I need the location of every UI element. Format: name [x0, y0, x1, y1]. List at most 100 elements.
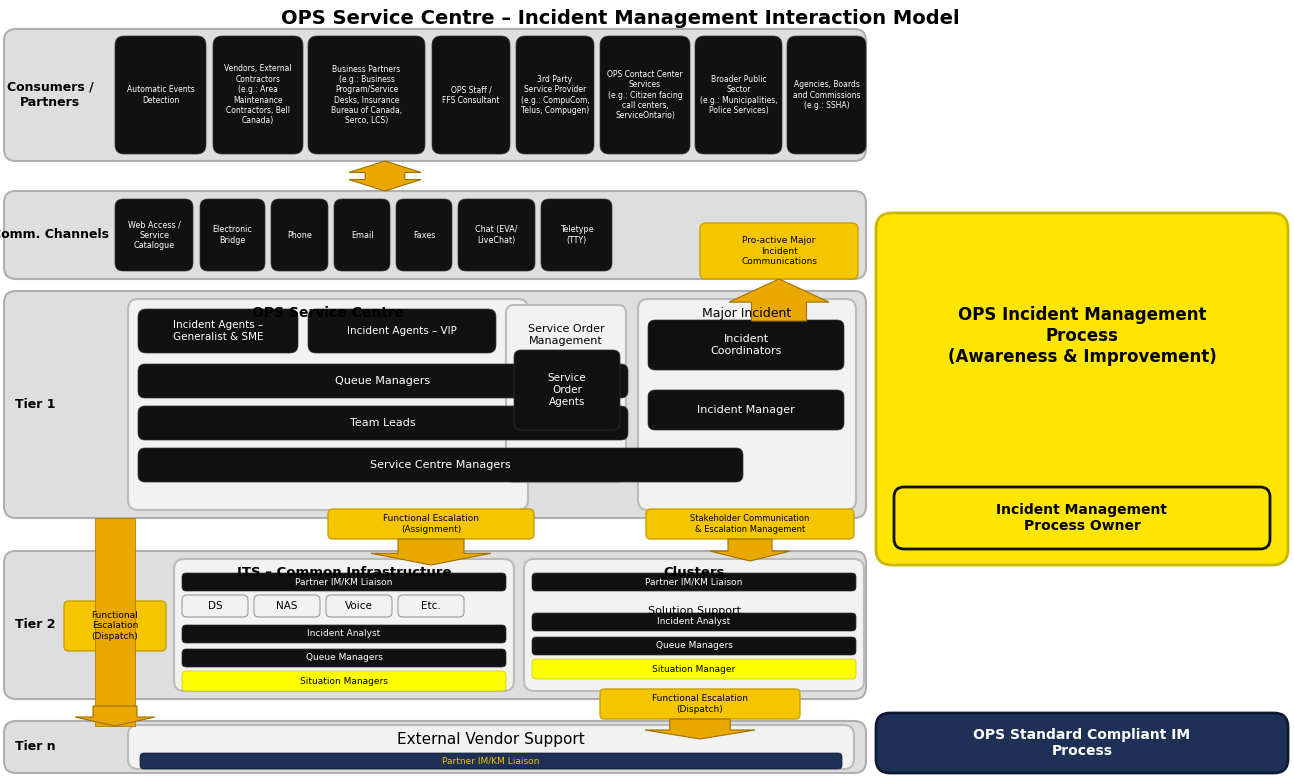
FancyBboxPatch shape [327, 509, 534, 539]
FancyBboxPatch shape [648, 390, 844, 430]
FancyBboxPatch shape [532, 637, 857, 655]
Text: Phone: Phone [287, 230, 312, 240]
FancyBboxPatch shape [173, 559, 514, 691]
FancyBboxPatch shape [506, 305, 626, 482]
Text: Service Centre Managers: Service Centre Managers [370, 460, 510, 470]
FancyBboxPatch shape [514, 350, 620, 430]
Text: ITS – Common Infrastructure: ITS – Common Infrastructure [237, 566, 452, 580]
Text: Vendors, External
Contractors
(e.g.: Area
Maintenance
Contractors, Bell
Canada): Vendors, External Contractors (e.g.: Are… [224, 65, 292, 126]
FancyBboxPatch shape [700, 223, 858, 279]
Text: Tier n: Tier n [14, 740, 56, 754]
FancyBboxPatch shape [4, 191, 866, 279]
Text: Tier 1: Tier 1 [14, 398, 56, 411]
Text: Partner IM/KM Liaison: Partner IM/KM Liaison [646, 577, 743, 587]
Text: External Vendor Support: External Vendor Support [397, 732, 585, 747]
FancyBboxPatch shape [138, 364, 628, 398]
Text: Incident Analyst: Incident Analyst [657, 618, 731, 626]
Text: Major Incident: Major Incident [703, 306, 792, 319]
FancyBboxPatch shape [63, 601, 166, 651]
Text: Team Leads: Team Leads [351, 418, 415, 428]
FancyBboxPatch shape [115, 36, 206, 154]
Text: Pro-active Major
Incident
Communications: Pro-active Major Incident Communications [741, 236, 817, 266]
Text: Incident Management
Process Owner: Incident Management Process Owner [996, 503, 1167, 533]
Text: Comm. Channels: Comm. Channels [0, 229, 109, 241]
FancyBboxPatch shape [182, 595, 248, 617]
FancyBboxPatch shape [182, 573, 506, 591]
Text: OPS Incident Management
Process
(Awareness & Improvement): OPS Incident Management Process (Awarene… [947, 306, 1216, 366]
Text: Functional Escalation
(Assignment): Functional Escalation (Assignment) [383, 515, 479, 533]
Text: OPS Contact Center
Services
(e.g.: Citizen facing
call centers,
ServiceOntario): OPS Contact Center Services (e.g.: Citiz… [607, 70, 683, 120]
FancyBboxPatch shape [532, 613, 857, 631]
FancyBboxPatch shape [524, 559, 864, 691]
Text: Clusters: Clusters [664, 566, 725, 580]
Text: OPS Standard Compliant IM
Process: OPS Standard Compliant IM Process [973, 728, 1190, 758]
FancyBboxPatch shape [532, 659, 857, 679]
FancyBboxPatch shape [308, 36, 424, 154]
Text: Partner IM/KM Liaison: Partner IM/KM Liaison [295, 577, 392, 587]
Text: OPS Service Centre: OPS Service Centre [252, 306, 404, 320]
Text: Automatic Events
Detection: Automatic Events Detection [127, 85, 194, 105]
FancyBboxPatch shape [541, 199, 612, 271]
Polygon shape [710, 539, 791, 561]
Text: Business Partners
(e.g.: Business
Program/Service
Desks, Insurance
Bureau of Can: Business Partners (e.g.: Business Progra… [331, 65, 402, 126]
Text: Situation Managers: Situation Managers [300, 676, 388, 686]
FancyBboxPatch shape [4, 291, 866, 518]
FancyBboxPatch shape [182, 625, 506, 643]
FancyBboxPatch shape [396, 199, 452, 271]
Text: 3rd Party
Service Provider
(e.g.: CompuCom,
Telus, Compugen): 3rd Party Service Provider (e.g.: CompuC… [520, 75, 589, 115]
FancyBboxPatch shape [128, 299, 528, 510]
FancyBboxPatch shape [432, 36, 510, 154]
Text: Incident
Coordinators: Incident Coordinators [710, 334, 782, 356]
Polygon shape [75, 706, 155, 726]
Text: Incident Manager: Incident Manager [697, 405, 795, 415]
Text: Situation Manager: Situation Manager [652, 665, 735, 673]
Text: Stakeholder Communication
& Escalation Management: Stakeholder Communication & Escalation M… [690, 515, 810, 533]
Text: Functional
Escalation
(Dispatch): Functional Escalation (Dispatch) [92, 611, 138, 641]
FancyBboxPatch shape [894, 487, 1269, 549]
FancyBboxPatch shape [600, 36, 690, 154]
FancyBboxPatch shape [4, 721, 866, 773]
Text: OPS Service Centre – Incident Management Interaction Model: OPS Service Centre – Incident Management… [281, 9, 959, 28]
Text: Functional Escalation
(Dispatch): Functional Escalation (Dispatch) [652, 694, 748, 714]
FancyBboxPatch shape [138, 406, 628, 440]
Text: Etc.: Etc. [421, 601, 441, 611]
Polygon shape [349, 161, 421, 191]
Polygon shape [371, 539, 490, 565]
FancyBboxPatch shape [138, 309, 298, 353]
Polygon shape [644, 719, 754, 739]
FancyBboxPatch shape [326, 595, 392, 617]
FancyBboxPatch shape [638, 299, 857, 510]
FancyBboxPatch shape [876, 213, 1288, 565]
Text: Partner IM/KM Liaison: Partner IM/KM Liaison [443, 757, 540, 765]
Text: Incident Analyst: Incident Analyst [308, 629, 380, 639]
FancyBboxPatch shape [128, 725, 854, 769]
FancyBboxPatch shape [115, 199, 193, 271]
Text: Queue Managers: Queue Managers [305, 654, 383, 662]
Text: Voice: Voice [345, 601, 373, 611]
FancyBboxPatch shape [399, 595, 465, 617]
FancyBboxPatch shape [600, 689, 800, 719]
Text: Consumers /
Partners: Consumers / Partners [6, 81, 93, 109]
FancyBboxPatch shape [532, 573, 857, 591]
Text: Solution Support: Solution Support [647, 606, 740, 616]
FancyBboxPatch shape [648, 320, 844, 370]
FancyBboxPatch shape [182, 649, 506, 667]
FancyBboxPatch shape [270, 199, 327, 271]
Text: Incident Agents – VIP: Incident Agents – VIP [347, 326, 457, 336]
FancyBboxPatch shape [787, 36, 866, 154]
Text: Incident Agents –
Generalist & SME: Incident Agents – Generalist & SME [173, 320, 263, 342]
Text: Tier 2: Tier 2 [14, 619, 56, 632]
Text: Faxes: Faxes [413, 230, 435, 240]
Polygon shape [729, 279, 829, 321]
Text: OPS Staff /
FFS Consultant: OPS Staff / FFS Consultant [443, 85, 499, 105]
FancyBboxPatch shape [4, 551, 866, 699]
Text: DS: DS [208, 601, 223, 611]
FancyBboxPatch shape [876, 713, 1288, 773]
Text: Broader Public
Sector
(e.g.: Municipalities,
Police Services): Broader Public Sector (e.g.: Municipalit… [700, 75, 778, 115]
Text: Service
Order
Agents: Service Order Agents [547, 373, 586, 407]
Bar [94, 518, 135, 726]
FancyBboxPatch shape [254, 595, 320, 617]
FancyBboxPatch shape [695, 36, 782, 154]
Text: Teletype
(TTY): Teletype (TTY) [560, 225, 594, 244]
FancyBboxPatch shape [140, 753, 842, 769]
